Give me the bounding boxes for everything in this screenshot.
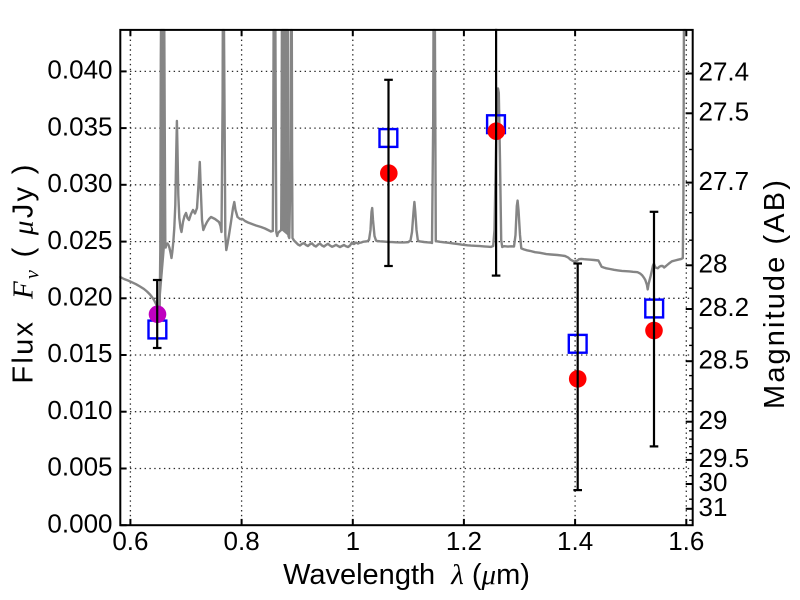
svg-text:29.5: 29.5 [699,443,750,473]
svg-text:0.000: 0.000 [47,508,112,538]
svg-text:Magnitude (AB): Magnitude (AB) [759,178,791,409]
svg-text:30: 30 [699,467,728,497]
svg-text:0.015: 0.015 [47,338,112,368]
svg-text:0.035: 0.035 [47,111,112,141]
svg-text:0.6: 0.6 [112,526,148,556]
svg-text:0.005: 0.005 [47,452,112,482]
svg-text:1.4: 1.4 [557,526,593,556]
svg-text:Wavelength λ (μm): Wavelength λ (μm) [283,559,530,591]
svg-text:0.010: 0.010 [47,395,112,425]
svg-text:29: 29 [699,405,728,435]
svg-text:28.2: 28.2 [699,292,750,322]
svg-text:28: 28 [699,249,728,279]
svg-text:1.2: 1.2 [446,526,482,556]
svg-text:0.040: 0.040 [47,55,112,85]
svg-text:0.025: 0.025 [47,225,112,255]
svg-text:0.030: 0.030 [47,168,112,198]
svg-text:27.7: 27.7 [699,166,750,196]
svg-text:1: 1 [346,526,360,556]
svg-text:27.4: 27.4 [699,57,750,87]
svg-text:0.020: 0.020 [47,282,112,312]
svg-text:28.5: 28.5 [699,344,750,374]
svg-text:0.8: 0.8 [224,526,260,556]
svg-text:1.6: 1.6 [668,526,704,556]
svg-text:31: 31 [699,492,728,522]
svg-text:27.5: 27.5 [699,97,750,127]
